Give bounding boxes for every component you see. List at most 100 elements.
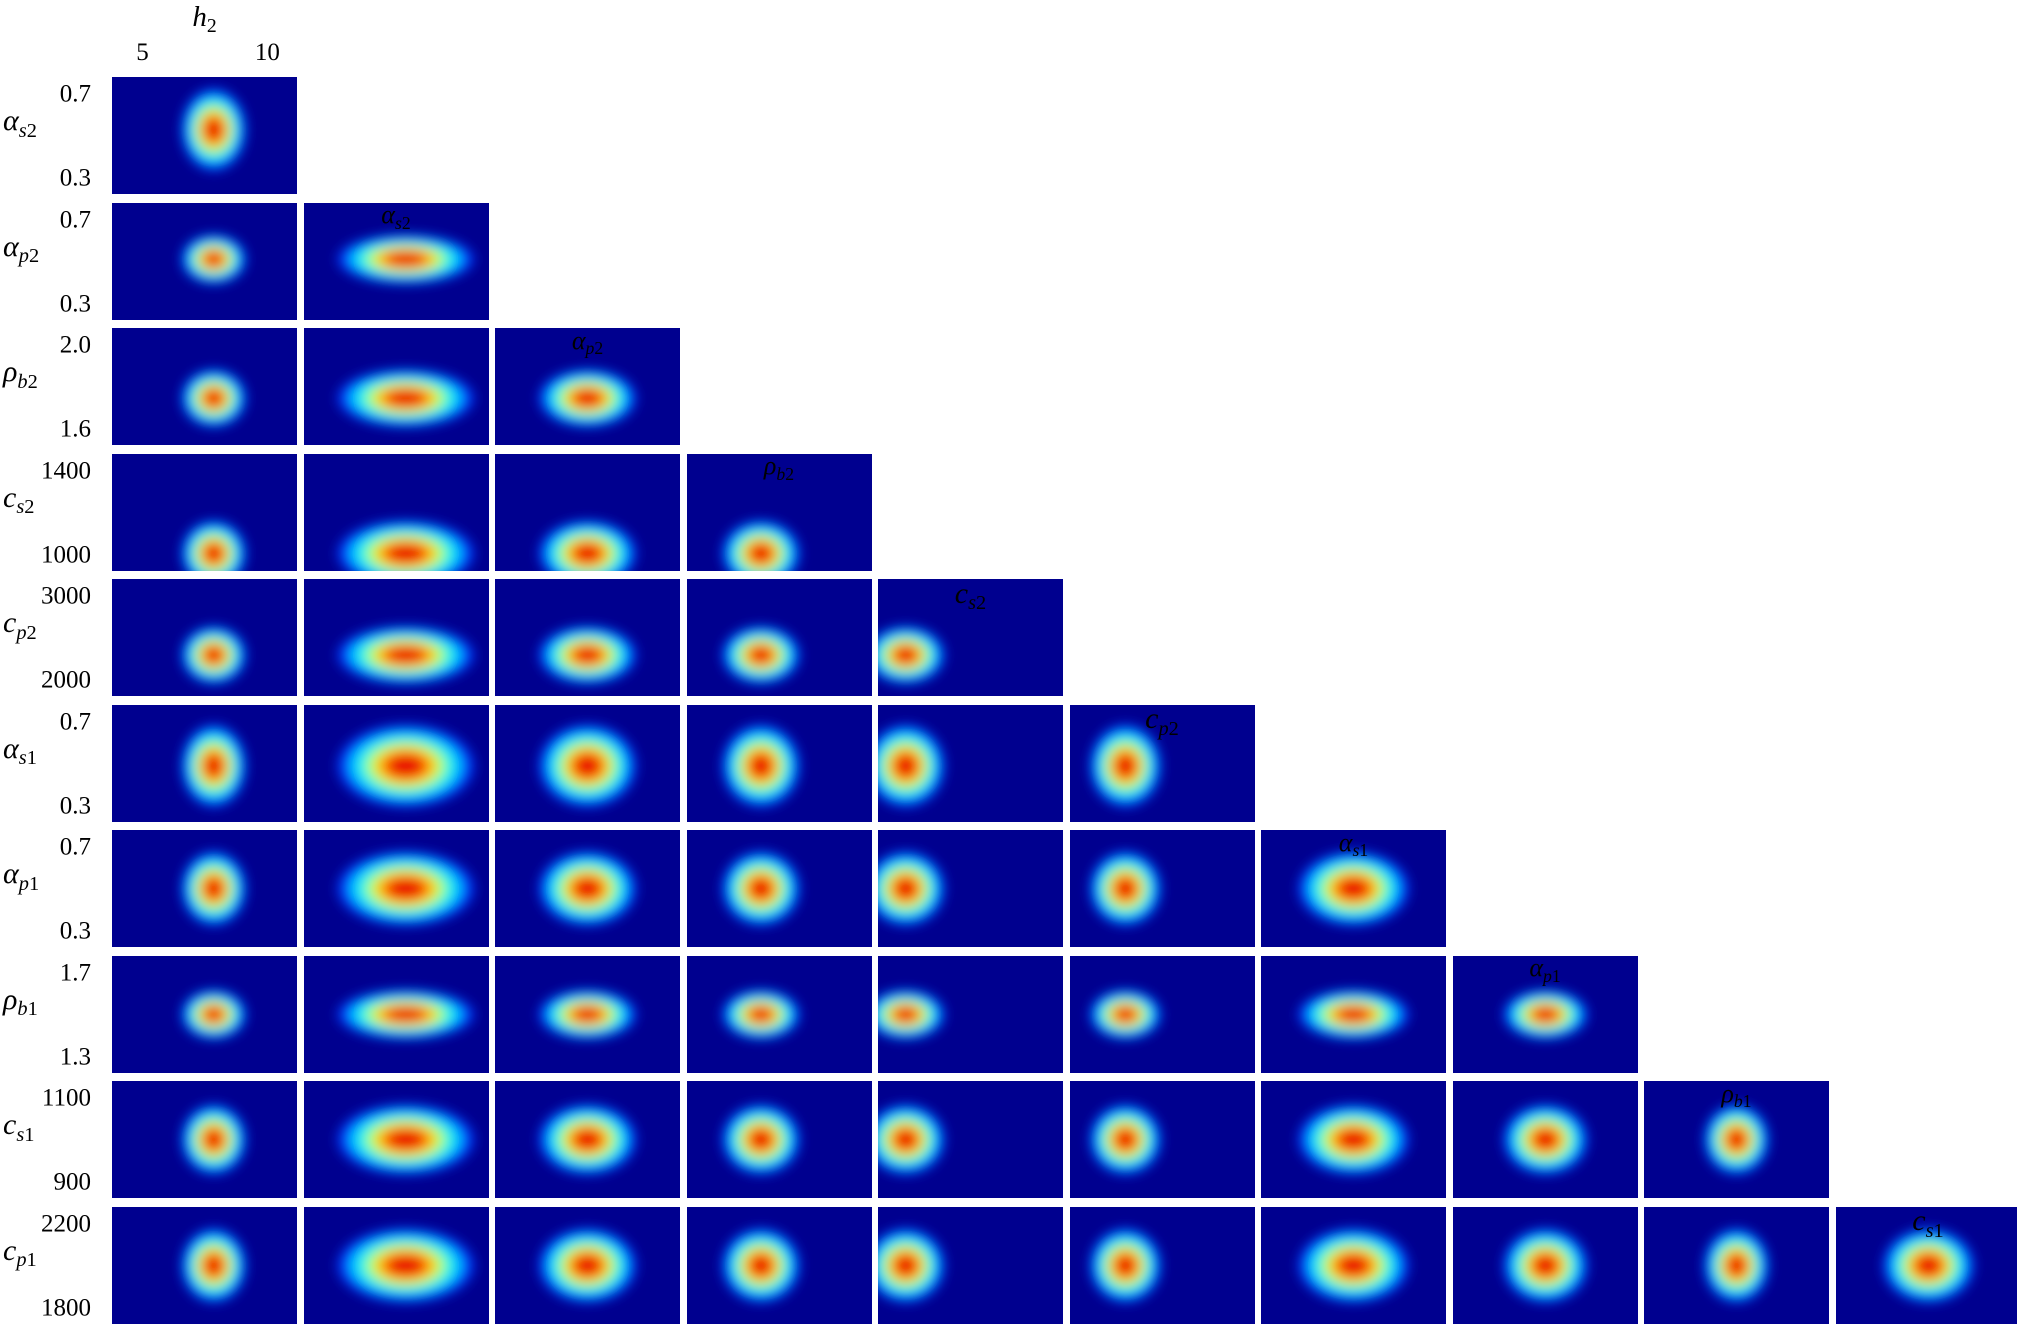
y-tick-label: 0.3 — [60, 793, 91, 818]
density-contour-6 — [388, 1256, 423, 1275]
density-heatmap — [1261, 1081, 1446, 1198]
variable-subscript: b1 — [17, 998, 37, 1020]
subscript-letter: p — [19, 245, 29, 267]
y-tick-label: 0.7 — [60, 207, 91, 232]
row-label-rb2: ρb2 — [3, 357, 38, 387]
row-label-cs1: cs1 — [3, 1110, 34, 1140]
density-heatmap — [112, 956, 297, 1073]
density-panel-rb2-vs-h2 — [112, 328, 297, 445]
subscript-number: 2 — [27, 622, 37, 644]
density-panel-rb1-vs-rb2 — [687, 956, 872, 1073]
density-contour-6 — [751, 1131, 771, 1149]
density-panel-cs1-vs-ap1 — [1453, 1081, 1638, 1198]
density-heatmap — [1453, 1081, 1638, 1198]
row-label-cp2: cp2 — [3, 608, 37, 638]
density-contour-6 — [575, 1131, 600, 1149]
density-heatmap — [112, 77, 297, 194]
density-panel-rb2-vs-as2 — [304, 328, 489, 445]
density-heatmap — [304, 579, 489, 696]
subscript-number: 2 — [402, 213, 411, 233]
density-panel-rb1-vs-ap2 — [495, 956, 680, 1073]
density-contour-6 — [896, 648, 916, 663]
subscript-number: 1 — [1934, 1220, 1944, 1242]
variable-symbol: ρ — [764, 451, 776, 480]
top-axis-label: h2 — [192, 3, 216, 32]
density-heatmap — [304, 956, 489, 1073]
density-panel-cp2-vs-rb2 — [687, 579, 872, 696]
density-contour-6 — [1116, 755, 1134, 776]
density-panel-as2-vs-h2 — [112, 77, 297, 194]
density-contour-6 — [575, 1256, 600, 1275]
subscript-number: 2 — [24, 496, 34, 518]
subscript-number: 1 — [24, 1124, 34, 1146]
density-heatmap — [878, 830, 1063, 947]
density-panel-ap1-vs-as2 — [304, 830, 489, 947]
variable-symbol: c — [3, 1108, 16, 1141]
density-panel-cs1-vs-as2 — [304, 1081, 489, 1198]
density-contour-6 — [1534, 1008, 1556, 1021]
density-panel-rb1-vs-h2 — [112, 956, 297, 1073]
variable-subscript: p2 — [1158, 718, 1178, 740]
density-panel-rb1-vs-cs2 — [878, 956, 1063, 1073]
density-panel-as1-vs-as2 — [304, 705, 489, 822]
density-contour-6 — [896, 1131, 916, 1149]
density-panel-cs1-vs-h2 — [112, 1081, 297, 1198]
density-contour-6 — [205, 1131, 222, 1149]
density-contour-6 — [205, 391, 222, 406]
subscript-number: 2 — [207, 15, 217, 37]
density-heatmap — [495, 705, 680, 822]
density-contour-6 — [751, 755, 771, 776]
subscript-letter: s — [19, 120, 27, 142]
variable-subscript: s2 — [19, 120, 37, 142]
density-panel-ap1-vs-h2 — [112, 830, 297, 947]
density-heatmap — [1070, 1081, 1255, 1198]
y-tick-label: 0.3 — [60, 291, 91, 316]
density-heatmap — [112, 1081, 297, 1198]
variable-subscript: b1 — [1734, 1091, 1752, 1111]
density-contour-6 — [1116, 1131, 1134, 1149]
density-heatmap — [112, 1207, 297, 1324]
density-contour-6 — [575, 648, 600, 663]
variable-symbol: ρ — [3, 983, 17, 1016]
subscript-letter: s — [1352, 840, 1359, 860]
subscript-number: 2 — [28, 371, 38, 393]
density-panel-cp1-vs-rb2 — [687, 1207, 872, 1324]
subscript-number: 1 — [27, 1249, 37, 1271]
variable-symbol: c — [3, 481, 16, 514]
y-tick-label: 900 — [54, 1170, 92, 1195]
density-heatmap — [112, 203, 297, 320]
subscript-letter: b — [1734, 1091, 1743, 1111]
column-label-rb1: ρb1 — [1721, 1081, 1751, 1107]
top-tick-label: 5 — [136, 40, 149, 65]
variable-symbol: h — [192, 1, 207, 33]
variable-symbol: α — [3, 732, 19, 765]
variable-symbol: α — [1529, 953, 1543, 982]
density-panel-cs1-vs-cs2 — [878, 1081, 1063, 1198]
density-heatmap — [878, 1207, 1063, 1324]
density-heatmap — [495, 454, 680, 571]
density-heatmap — [495, 579, 680, 696]
variable-subscript: s1 — [1352, 840, 1368, 860]
density-contour-6 — [388, 879, 423, 898]
variable-symbol: ρ — [1721, 1079, 1733, 1108]
variable-symbol: c — [3, 1234, 16, 1267]
subscript-number: 1 — [29, 873, 39, 895]
density-heatmap — [687, 579, 872, 696]
variable-symbol: α — [1339, 828, 1353, 857]
variable-symbol: α — [3, 857, 19, 890]
variable-subscript: s1 — [1926, 1220, 1944, 1242]
variable-subscript: p2 — [585, 338, 603, 358]
subscript-letter: p — [1158, 718, 1168, 740]
column-label-as1: αs1 — [1339, 830, 1368, 856]
density-panel-ap1-vs-cs2 — [878, 830, 1063, 947]
density-panel-as1-vs-cs2 — [878, 705, 1063, 822]
density-heatmap — [878, 705, 1063, 822]
density-contour-6 — [1728, 1131, 1745, 1149]
density-panel-rb1-vs-as1 — [1261, 956, 1446, 1073]
y-tick-label: 1.3 — [60, 1044, 91, 1069]
density-heatmap — [304, 1081, 489, 1198]
density-contour-6 — [575, 391, 600, 406]
density-contour-6 — [388, 755, 423, 776]
subscript-letter: b — [17, 371, 27, 393]
